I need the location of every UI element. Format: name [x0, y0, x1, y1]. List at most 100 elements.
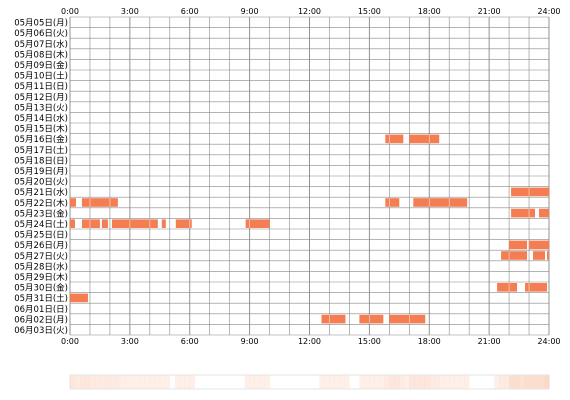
heat-cell [409, 375, 415, 389]
heat-cell [389, 375, 395, 389]
row-label: 05月07日(水) [14, 39, 68, 50]
heat-cell [524, 375, 530, 389]
row-label: 05月15日(木) [14, 124, 68, 135]
row-label: 05月29日(木) [14, 272, 68, 283]
heat-cell [109, 375, 116, 389]
heat-cell [384, 375, 390, 389]
row-label: 05月13日(火) [14, 103, 68, 113]
y-axis-labels: 05月05日(月)05月06日(火)05月07日(水)05月08日(木)05月0… [14, 19, 68, 336]
heat-cell [494, 375, 500, 389]
row-label: 05月09日(金) [14, 60, 68, 71]
heat-cell [369, 375, 375, 389]
heat-cell [174, 375, 181, 389]
heat-cell [444, 375, 450, 389]
activity-bar [389, 314, 426, 324]
heat-cell [434, 375, 440, 389]
activity-bar [359, 314, 384, 324]
heat-cell [529, 375, 535, 389]
x-tick-label-bottom: 15:00 [358, 337, 381, 346]
activity-bar [509, 240, 528, 250]
activity-bar [385, 134, 404, 144]
row-label: 05月14日(水) [14, 113, 68, 124]
heat-cell [70, 375, 76, 389]
activity-bar [511, 208, 536, 218]
activity-bar [525, 283, 548, 292]
heat-cell [424, 375, 430, 389]
heat-cell [94, 375, 101, 389]
heat-cell [439, 375, 445, 389]
heat-cell [514, 375, 520, 389]
activity-bar [245, 219, 270, 228]
heat-cell [119, 375, 126, 389]
x-tick-label-top: 0:00 [61, 7, 79, 16]
heat-cell [539, 375, 545, 389]
x-tick-label-bottom: 21:00 [478, 337, 501, 346]
heat-cell [449, 375, 455, 389]
heat-cell [184, 375, 191, 389]
row-label: 05月16日(金) [14, 134, 68, 145]
heat-cell [339, 375, 345, 389]
row-label: 05月08日(木) [14, 49, 68, 60]
x-tick-label-top: 3:00 [121, 7, 139, 16]
activity-bar [533, 251, 546, 260]
activity-bar [511, 187, 549, 197]
row-label: 05月31日(土) [14, 293, 68, 304]
activity-bar [70, 293, 88, 303]
x-tick-label-bottom: 24:00 [537, 337, 560, 346]
x-axis-top: 0:00 3:00 6:00 9:00 12:00 15:00 18:00 21:00 24:0… [61, 7, 561, 16]
heat-cell [324, 375, 330, 389]
activity-bar [161, 219, 166, 228]
x-tick-label-top: 15:00 [358, 7, 381, 16]
row-label: 05月26日(月) [14, 241, 68, 251]
row-label: 05月05日(月) [14, 19, 68, 29]
heat-cell [464, 375, 470, 389]
row-label: 05月17日(土) [14, 145, 68, 156]
x-tick-label-top: 18:00 [418, 7, 441, 16]
row-label: 06月01日(日) [14, 305, 68, 315]
row-label: 05月30日(金) [14, 283, 68, 294]
activity-bar [547, 251, 549, 260]
heat-cell [134, 375, 141, 389]
activity-bar [111, 219, 158, 228]
row-label: 05月27日(火) [14, 252, 68, 262]
heat-cell [414, 375, 420, 389]
activity-bar [501, 251, 528, 260]
row-label: 05月20日(火) [14, 178, 68, 188]
heat-cell [259, 375, 265, 389]
heat-cell [344, 375, 350, 389]
activity-bar [101, 219, 108, 228]
heat-cell [89, 375, 96, 389]
heat-cell [534, 375, 540, 389]
row-label: 06月02日(月) [14, 315, 68, 325]
heat-cell [459, 375, 465, 389]
heat-cell [244, 375, 250, 389]
activity-bar [409, 134, 440, 144]
heat-cell [329, 375, 335, 389]
heat-cell [154, 375, 161, 389]
heat-cell [114, 375, 121, 389]
row-label: 05月22日(木) [14, 198, 68, 209]
activity-bar [497, 283, 518, 292]
heat-cell [379, 375, 385, 389]
row-label: 05月25日(日) [14, 231, 68, 241]
row-label: 05月28日(水) [14, 261, 68, 272]
x-tick-label-bottom: 12:00 [298, 337, 321, 346]
activity-bar [413, 198, 468, 207]
heat-cell [104, 375, 111, 389]
heat-cell [249, 375, 255, 389]
activity-bar [175, 219, 192, 228]
heat-cell [149, 375, 156, 389]
x-tick-label-bottom: 9:00 [241, 337, 259, 346]
heat-cell [334, 375, 340, 389]
activity-bar [70, 198, 76, 207]
heat-cell [159, 375, 166, 389]
heat-cell [419, 375, 425, 389]
row-label: 05月11日(日) [14, 82, 68, 92]
heat-cell [429, 375, 435, 389]
x-tick-label-bottom: 0:00 [61, 337, 79, 346]
heat-cell [129, 375, 136, 389]
heat-cell [144, 375, 151, 389]
heat-cell [504, 375, 510, 389]
heat-cell [189, 375, 196, 389]
